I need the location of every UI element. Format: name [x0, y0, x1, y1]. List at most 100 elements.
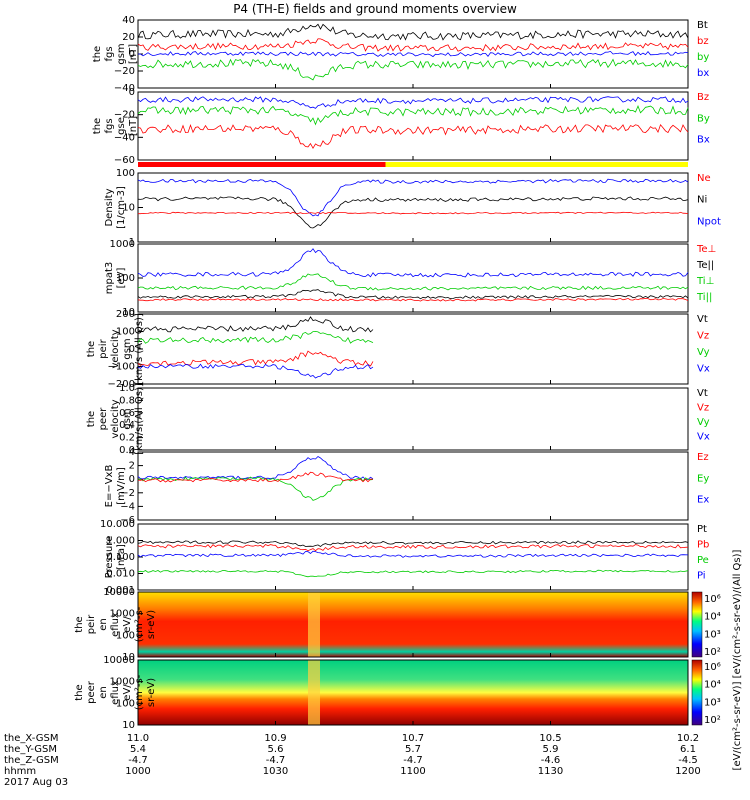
y-axis-label: (cm²-s-	[134, 674, 145, 710]
series-line	[137, 455, 374, 480]
orbit-value: 5.9	[543, 744, 559, 755]
y-axis-label: peir	[86, 614, 97, 634]
legend-Pb: Pb	[697, 540, 709, 551]
y-axis-label: gsm	[116, 43, 127, 64]
y-axis-label: [nT]	[128, 116, 139, 136]
series-line	[137, 50, 689, 58]
legend-Npot: Npot	[697, 216, 721, 227]
orbit-value: 5.4	[130, 744, 146, 755]
ytick-label: 0.0	[119, 445, 135, 456]
series-line	[137, 550, 689, 558]
ytick-label: −40	[114, 132, 135, 143]
panel-frame	[137, 172, 689, 243]
legend-Pe: Pe	[697, 555, 709, 566]
ytick-label: 1000	[110, 677, 135, 688]
series-line	[137, 105, 689, 126]
legend-Bz: Bz	[697, 92, 709, 103]
y-axis-label: fgs	[104, 118, 115, 133]
series-line	[137, 273, 689, 291]
orbit-value: 10.5	[539, 733, 561, 744]
orbit-value: 6.1	[680, 744, 696, 755]
series-line	[137, 96, 689, 109]
legend-Vx: Vx	[697, 432, 710, 443]
series-line	[137, 178, 689, 217]
colorbar-tick: 10²	[704, 715, 721, 726]
y-axis-label: [1/cm-3]	[116, 186, 127, 229]
legend-by: by	[697, 52, 709, 63]
orbit-value: 10.7	[402, 733, 424, 744]
y-axis-label: eflux	[110, 612, 121, 637]
orbit-value: -4.7	[403, 755, 423, 766]
ytick-label: 1.000	[106, 536, 135, 547]
ytick-label: 10	[122, 203, 135, 214]
legend-Pt: Pt	[697, 524, 707, 535]
series-line	[137, 38, 689, 52]
legend-bz: bz	[697, 36, 709, 47]
ytick-label: 100	[116, 698, 135, 709]
legend-Te||: Te||	[696, 260, 714, 271]
y-axis-label: [nT]	[128, 44, 139, 64]
ytick-label: 0	[129, 87, 135, 98]
legend-Ti||: Ti||	[696, 292, 712, 303]
ytick-label: 4	[129, 447, 135, 458]
orbit-value: -4.5	[678, 755, 698, 766]
colorbar-tick: 10⁴	[704, 612, 721, 623]
legend-Ey: Ey	[697, 473, 709, 484]
legend-Vy: Vy	[697, 417, 710, 428]
colorbar-tick: 10⁴	[704, 680, 721, 691]
legend-Ni: Ni	[697, 195, 707, 206]
y-axis-label: the	[92, 46, 103, 62]
orbit-value: -4.6	[541, 755, 561, 766]
ytick-label: −100	[108, 362, 135, 373]
ytick-label: 0.100	[106, 552, 135, 563]
y-axis-label: en	[98, 618, 109, 631]
spectrogram-9	[138, 660, 688, 725]
y-axis-label: (cm²-s-	[134, 606, 145, 642]
colorbar-label: [eV/(cm²-s-sr-eV)] [eV/(cm²-s-sr-eV)/(Al…	[732, 549, 743, 770]
legend-Vz: Vz	[697, 403, 709, 414]
colorbar-tick: 10⁶	[704, 662, 721, 673]
series-line	[137, 289, 689, 300]
chart-title: P4 (TH-E) fields and ground moments over…	[233, 2, 517, 16]
ytick-label: −2	[120, 488, 135, 499]
ytick-label: −20	[114, 110, 135, 121]
y-axis-label: the	[86, 411, 97, 427]
y-axis-label: eflux	[110, 680, 121, 705]
y-axis-label: Pressure	[104, 536, 115, 579]
spectrogram-event-8	[308, 592, 320, 657]
legend-Bx: Bx	[697, 135, 710, 146]
orbit-value: 1000	[125, 766, 150, 777]
ytick-label: 1000	[110, 609, 135, 620]
y-axis-label: sr-eV)	[146, 610, 157, 639]
ytick-label: 0.2	[119, 433, 135, 444]
orbit-value: 10.2	[677, 733, 699, 744]
y-axis-label: [nPa]	[116, 544, 127, 570]
ytick-label: 0.010	[106, 569, 135, 580]
legend-Vz: Vz	[697, 331, 709, 342]
ytick-label: 10	[122, 652, 135, 663]
spectrogram-event-9	[308, 660, 320, 725]
y-axis-label: peer	[98, 407, 109, 431]
series-line	[137, 544, 689, 552]
ytick-label: 0	[129, 49, 135, 60]
ytick-label: −20	[114, 66, 135, 77]
ytick-label: 0.8	[119, 395, 135, 406]
ytick-label: 0.6	[119, 408, 135, 419]
ytick-label: 0	[129, 474, 135, 485]
series-line	[137, 297, 689, 302]
legend-Vy: Vy	[697, 347, 710, 358]
ytick-label: −40	[114, 83, 135, 94]
y-axis-label: the	[86, 341, 97, 357]
series-line	[137, 471, 374, 483]
colorbar-1	[691, 659, 703, 726]
orbit-row-label: the_Z-GSM	[4, 755, 59, 766]
panel-frame	[137, 387, 689, 451]
ytick-label: 10000	[103, 587, 135, 598]
y-axis-label: [mV/m]	[116, 467, 127, 505]
orbit-row-label: the_X-GSM	[4, 733, 58, 744]
colorbar-tick: 10²	[704, 647, 721, 658]
ytick-label: 10.000	[100, 519, 135, 530]
y-axis-label: mpat3	[104, 262, 115, 295]
legend-Ex: Ex	[697, 495, 709, 506]
